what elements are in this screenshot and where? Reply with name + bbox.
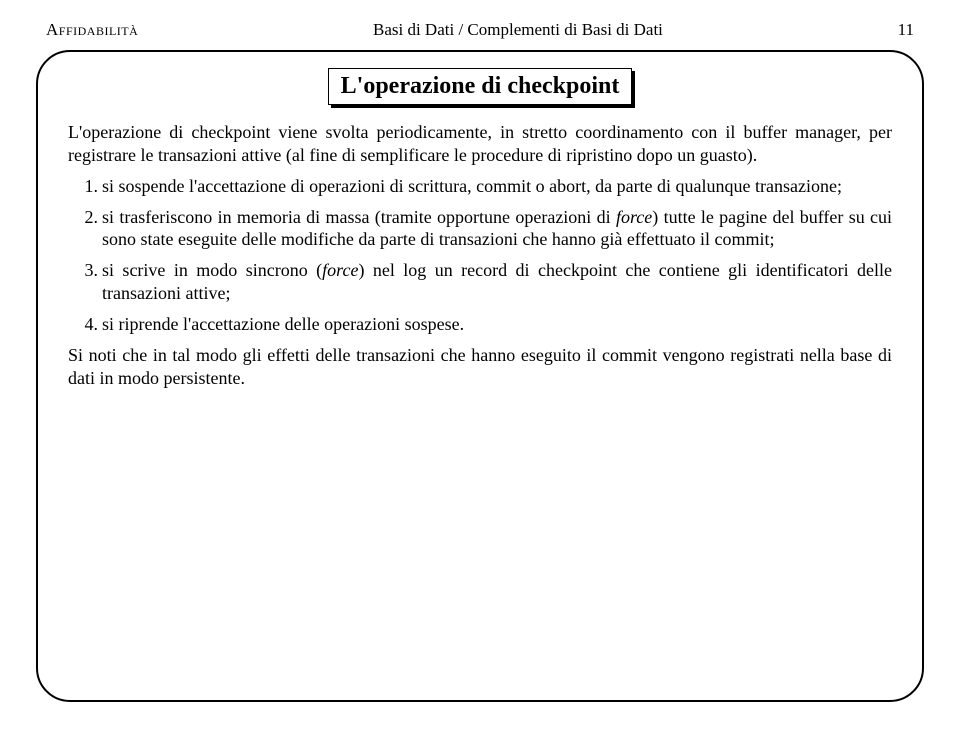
- step-item: si riprende l'accettazione delle operazi…: [102, 313, 892, 336]
- step-item: si sospende l'accettazione di operazioni…: [102, 175, 892, 198]
- content-frame: L'operazione di checkpoint L'operazione …: [36, 50, 924, 702]
- step-item: si scrive in modo sincrono (force) nel l…: [102, 259, 892, 305]
- header-center: Basi di Dati / Complementi di Basi di Da…: [373, 20, 663, 40]
- intro-paragraph: L'operazione di checkpoint viene svolta …: [68, 121, 892, 167]
- step-text-prefix: si scrive in modo sincrono (: [102, 260, 322, 280]
- step-text: si sospende l'accettazione di operazioni…: [102, 176, 842, 196]
- page-header: Affidabilità Basi di Dati / Complementi …: [36, 20, 924, 40]
- step-text-prefix: si trasferiscono in memoria di massa (tr…: [102, 207, 616, 227]
- steps-list: si sospende l'accettazione di operazioni…: [68, 175, 892, 336]
- step-item: si trasferiscono in memoria di massa (tr…: [102, 206, 892, 252]
- page-title: L'operazione di checkpoint: [328, 68, 633, 105]
- closing-paragraph: Si noti che in tal modo gli effetti dell…: [68, 344, 892, 390]
- step-em: force: [322, 260, 358, 280]
- step-text: si riprende l'accettazione delle operazi…: [102, 314, 464, 334]
- title-wrap: L'operazione di checkpoint: [68, 68, 892, 105]
- header-page-number: 11: [898, 20, 914, 40]
- page: Affidabilità Basi di Dati / Complementi …: [0, 0, 960, 729]
- header-left: Affidabilità: [46, 20, 138, 40]
- step-em: force: [616, 207, 652, 227]
